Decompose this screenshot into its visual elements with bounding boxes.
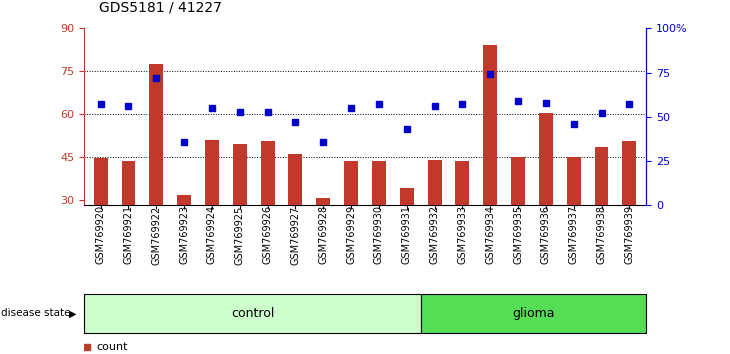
Bar — [344, 161, 358, 205]
Text: GSM769936: GSM769936 — [541, 205, 551, 264]
Bar — [511, 157, 525, 205]
Text: GSM769925: GSM769925 — [235, 205, 245, 264]
Text: control: control — [231, 307, 274, 320]
Text: GSM769934: GSM769934 — [485, 205, 495, 264]
Bar — [400, 188, 414, 205]
Bar — [428, 160, 442, 205]
Text: GSM769923: GSM769923 — [179, 205, 189, 264]
Text: GSM769928: GSM769928 — [318, 205, 328, 264]
Text: GSM769929: GSM769929 — [346, 205, 356, 264]
Text: GSM769932: GSM769932 — [429, 205, 439, 264]
Text: GSM769924: GSM769924 — [207, 205, 217, 264]
Bar — [177, 195, 191, 205]
Text: GSM769922: GSM769922 — [151, 205, 161, 264]
Text: count: count — [96, 342, 128, 352]
Text: GSM769920: GSM769920 — [96, 205, 106, 264]
Text: glioma: glioma — [512, 307, 555, 320]
Bar — [121, 161, 136, 205]
Text: GSM769933: GSM769933 — [458, 205, 467, 264]
Bar — [623, 141, 637, 205]
Text: GSM769927: GSM769927 — [291, 205, 301, 264]
Bar — [483, 45, 497, 205]
Text: GSM769939: GSM769939 — [624, 205, 634, 264]
Bar — [566, 157, 580, 205]
Bar — [594, 147, 609, 205]
Text: disease state: disease state — [1, 308, 70, 318]
Bar — [456, 161, 469, 205]
Bar — [288, 154, 302, 205]
Bar — [93, 158, 107, 205]
Text: GSM769938: GSM769938 — [596, 205, 607, 264]
Bar — [84, 294, 421, 333]
Text: GSM769930: GSM769930 — [374, 205, 384, 264]
Bar — [205, 140, 219, 205]
Text: GDS5181 / 41227: GDS5181 / 41227 — [99, 0, 221, 14]
Bar — [316, 198, 330, 205]
Text: ▶: ▶ — [69, 308, 77, 318]
Bar — [421, 294, 646, 333]
Text: GSM769921: GSM769921 — [123, 205, 134, 264]
Bar — [372, 161, 386, 205]
Bar — [261, 141, 274, 205]
Text: GSM769937: GSM769937 — [569, 205, 579, 264]
Text: GSM769931: GSM769931 — [402, 205, 412, 264]
Text: GSM769935: GSM769935 — [513, 205, 523, 264]
Bar — [539, 113, 553, 205]
Bar — [150, 64, 164, 205]
Bar — [233, 144, 247, 205]
Text: GSM769926: GSM769926 — [263, 205, 272, 264]
